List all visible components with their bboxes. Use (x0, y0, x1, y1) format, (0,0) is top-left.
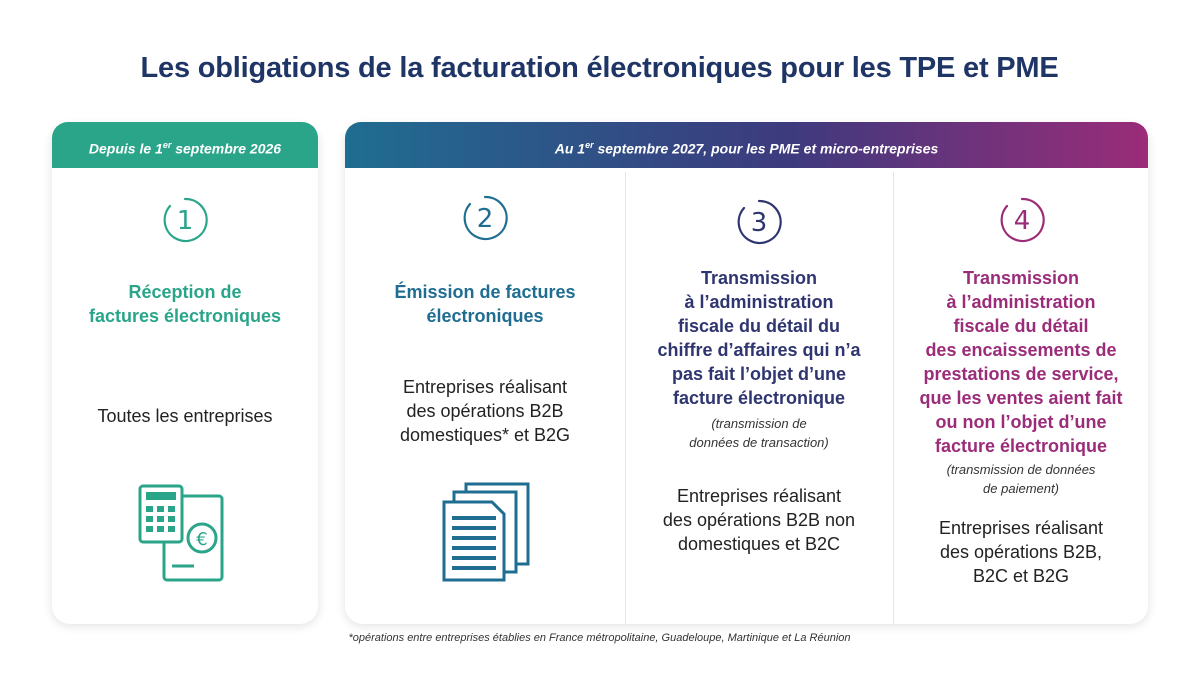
note-line: de paiement) (983, 481, 1059, 496)
body-line: des opérations B2B (406, 401, 564, 421)
banner-2026-text: Depuis le 1 (88, 140, 163, 157)
note-col-4: (transmission de données de paiement) (896, 460, 1146, 498)
heading-line: fiscale du détail du (677, 316, 841, 336)
heading-line: Émission de factures (394, 282, 576, 302)
heading-line: à l’administration (684, 292, 834, 312)
heading-line: prestations de service, (923, 364, 1119, 384)
body-col-1: Toutes les entreprises (52, 404, 318, 428)
footnote: *opérations entre entreprises établies e… (348, 632, 851, 644)
banner-2027: Au 1er septembre 2027, pour les PME et m… (345, 122, 1148, 168)
number-4-icon: 4 (1000, 197, 1045, 243)
note-line: données de transaction) (689, 435, 829, 450)
number-1-icon: 1 (163, 197, 208, 243)
note-line: (transmission de (711, 416, 807, 431)
body-line: Toutes les entreprises (97, 406, 273, 426)
body-line: Entreprises réalisant (676, 486, 842, 506)
heading-line: facture électronique (672, 388, 846, 408)
body-line: Entreprises réalisant (402, 377, 568, 397)
body-line: domestiques et B2C (677, 534, 841, 554)
svg-text:1: 1 (177, 206, 194, 236)
banner-2027-sup: er (585, 140, 594, 150)
heading-line: des encaissements de (925, 340, 1117, 360)
documents-icon (442, 482, 530, 582)
heading-col-4: Transmission à l’administration fiscale … (896, 266, 1146, 458)
heading-line: pas fait l’objet d’une (671, 364, 846, 384)
body-line: domestiques* et B2G (399, 425, 571, 445)
number-2-icon: 2 (463, 195, 508, 241)
heading-line: Réception de (128, 282, 242, 302)
body-line: Entreprises réalisant (938, 518, 1104, 538)
svg-text:€: € (196, 529, 207, 550)
column-divider (893, 172, 894, 624)
body-col-4: Entreprises réalisant des opérations B2B… (896, 516, 1146, 588)
body-line: des opérations B2B, (939, 542, 1103, 562)
heading-line: ou non l’objet d’une (935, 412, 1107, 432)
svg-text:3: 3 (751, 208, 768, 238)
calculator-euro-icon: € (138, 484, 224, 582)
heading-line: Transmission (962, 268, 1080, 288)
heading-line: fiscale du détail (953, 316, 1089, 336)
body-col-3: Entreprises réalisant des opérations B2B… (628, 484, 890, 556)
svg-text:2: 2 (477, 204, 494, 234)
page-title: Les obligations de la facturation électr… (140, 52, 1059, 84)
number-3-icon: 3 (737, 199, 782, 245)
body-col-2: Entreprises réalisant des opérations B2B… (360, 375, 610, 447)
heading-line: électroniques (426, 306, 544, 326)
heading-line: factures électroniques (88, 306, 282, 326)
column-divider (625, 172, 626, 624)
banner-2026: Depuis le 1er septembre 2026 (52, 122, 318, 168)
heading-col-2: Émission de factures électroniques (360, 280, 610, 328)
note-col-3: (transmission de données de transaction) (628, 414, 890, 452)
body-line: des opérations B2B non (662, 510, 856, 530)
heading-col-1: Réception de factures électroniques (52, 280, 318, 328)
banner-2027-text: Au 1 (554, 140, 586, 157)
heading-col-3: Transmission à l’administration fiscale … (628, 266, 890, 410)
svg-text:4: 4 (1014, 206, 1031, 236)
body-line: B2C et B2G (972, 566, 1070, 586)
heading-line: chiffre d’affaires qui n’a (657, 340, 861, 360)
heading-line: que les ventes aient fait (919, 388, 1123, 408)
banner-2026-text-end: septembre 2026 (171, 140, 282, 157)
note-line: (transmission de données (946, 462, 1096, 477)
heading-line: facture électronique (934, 436, 1108, 456)
heading-line: à l’administration (946, 292, 1096, 312)
card-2026 (52, 124, 318, 624)
banner-2026-sup: er (162, 140, 172, 150)
banner-2027-text-end: septembre 2027, pour les PME et micro-en… (593, 140, 939, 157)
heading-line: Transmission (700, 268, 818, 288)
